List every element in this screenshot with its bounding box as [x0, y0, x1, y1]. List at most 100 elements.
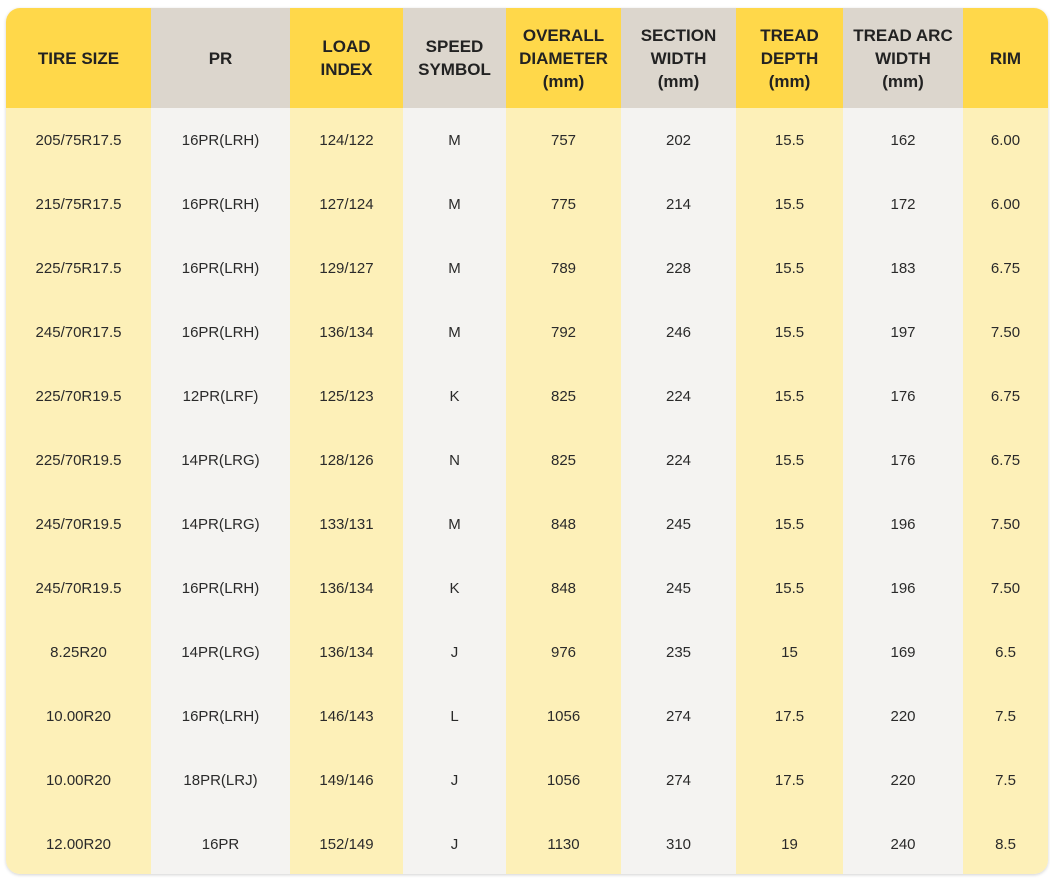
table-cell: 224 — [621, 364, 736, 428]
table-cell: 225/70R19.5 — [6, 428, 151, 492]
column-header: TREAD DEPTH (mm) — [736, 8, 843, 108]
table-cell: L — [403, 684, 506, 748]
column-header: OVERALL DIAMETER (mm) — [506, 8, 621, 108]
table-cell: 214 — [621, 172, 736, 236]
table-cell: 15.5 — [736, 492, 843, 556]
table-cell: 14PR(LRG) — [151, 620, 290, 684]
table-cell: 14PR(LRG) — [151, 428, 290, 492]
table-cell: 274 — [621, 684, 736, 748]
column-header: PR — [151, 8, 290, 108]
table-cell: 133/131 — [290, 492, 403, 556]
table-cell: J — [403, 620, 506, 684]
table-cell: 10.00R20 — [6, 684, 151, 748]
table-cell: J — [403, 812, 506, 874]
table-cell: 15.5 — [736, 300, 843, 364]
table-cell: 202 — [621, 108, 736, 172]
table-cell: J — [403, 748, 506, 812]
table-cell: M — [403, 300, 506, 364]
table-cell: 757 — [506, 108, 621, 172]
table-cell: 274 — [621, 748, 736, 812]
column-header: SECTION WIDTH (mm) — [621, 8, 736, 108]
table-cell: 220 — [843, 748, 963, 812]
table-cell: 129/127 — [290, 236, 403, 300]
table-cell: 128/126 — [290, 428, 403, 492]
table-cell: 16PR — [151, 812, 290, 874]
table-cell: 848 — [506, 556, 621, 620]
table-cell: M — [403, 492, 506, 556]
table-cell: 169 — [843, 620, 963, 684]
table-cell: 775 — [506, 172, 621, 236]
table-cell: M — [403, 236, 506, 300]
table-cell: 246 — [621, 300, 736, 364]
table-cell: 8.25R20 — [6, 620, 151, 684]
table-cell: 16PR(LRH) — [151, 236, 290, 300]
table-cell: N — [403, 428, 506, 492]
table-cell: 176 — [843, 364, 963, 428]
table-cell: 176 — [843, 428, 963, 492]
table-cell: 146/143 — [290, 684, 403, 748]
table-cell: 15.5 — [736, 428, 843, 492]
table-cell: 245/70R17.5 — [6, 300, 151, 364]
table-cell: 15.5 — [736, 364, 843, 428]
table-cell: 6.00 — [963, 108, 1048, 172]
column-header: TIRE SIZE — [6, 8, 151, 108]
column-header: LOAD INDEX — [290, 8, 403, 108]
table-cell: 149/146 — [290, 748, 403, 812]
table-cell: 7.50 — [963, 300, 1048, 364]
table-cell: 848 — [506, 492, 621, 556]
table-cell: 235 — [621, 620, 736, 684]
table-cell: 6.75 — [963, 428, 1048, 492]
table-cell: 6.00 — [963, 172, 1048, 236]
table-cell: 15.5 — [736, 172, 843, 236]
table-cell: 310 — [621, 812, 736, 874]
table-cell: 15.5 — [736, 236, 843, 300]
table-cell: M — [403, 108, 506, 172]
table-cell: 224 — [621, 428, 736, 492]
table-cell: 245 — [621, 492, 736, 556]
table-cell: 245/70R19.5 — [6, 556, 151, 620]
table-cell: 17.5 — [736, 748, 843, 812]
table-cell: 8.5 — [963, 812, 1048, 874]
column-header: SPEED SYMBOL — [403, 8, 506, 108]
table-cell: 228 — [621, 236, 736, 300]
table-cell: 240 — [843, 812, 963, 874]
table-cell: K — [403, 364, 506, 428]
table-cell: 15.5 — [736, 556, 843, 620]
table-cell: 6.75 — [963, 364, 1048, 428]
table-cell: 12.00R20 — [6, 812, 151, 874]
table-cell: 172 — [843, 172, 963, 236]
table-cell: 7.50 — [963, 556, 1048, 620]
table-cell: 245/70R19.5 — [6, 492, 151, 556]
table-cell: 7.5 — [963, 684, 1048, 748]
column-header: TREAD ARC WIDTH (mm) — [843, 8, 963, 108]
table-cell: 1056 — [506, 748, 621, 812]
table-cell: 125/123 — [290, 364, 403, 428]
table-cell: 197 — [843, 300, 963, 364]
table-cell: 14PR(LRG) — [151, 492, 290, 556]
table-cell: 1056 — [506, 684, 621, 748]
column-header: RIM — [963, 8, 1048, 108]
table-cell: 16PR(LRH) — [151, 172, 290, 236]
table-cell: 162 — [843, 108, 963, 172]
table-cell: 196 — [843, 556, 963, 620]
table-cell: 1130 — [506, 812, 621, 874]
tire-spec-table: TIRE SIZE PR LOAD INDEX SPEED SYMBOL OVERALL… — [6, 8, 1048, 874]
table-cell: 136/134 — [290, 300, 403, 364]
table-cell: 6.5 — [963, 620, 1048, 684]
table-cell: 16PR(LRH) — [151, 108, 290, 172]
table-cell: 16PR(LRH) — [151, 300, 290, 364]
table-cell: 6.75 — [963, 236, 1048, 300]
table-cell: 136/134 — [290, 556, 403, 620]
table-cell: 205/75R17.5 — [6, 108, 151, 172]
table-cell: 152/149 — [290, 812, 403, 874]
table-cell: 220 — [843, 684, 963, 748]
table-cell: 825 — [506, 364, 621, 428]
table-cell: 183 — [843, 236, 963, 300]
table-cell: 792 — [506, 300, 621, 364]
table-cell: 225/70R19.5 — [6, 364, 151, 428]
table-cell: 18PR(LRJ) — [151, 748, 290, 812]
table-cell: 124/122 — [290, 108, 403, 172]
table-grid: TIRE SIZE PR LOAD INDEX SPEED SYMBOL OVERALL… — [6, 8, 1048, 874]
table-cell: K — [403, 556, 506, 620]
table-cell: 245 — [621, 556, 736, 620]
